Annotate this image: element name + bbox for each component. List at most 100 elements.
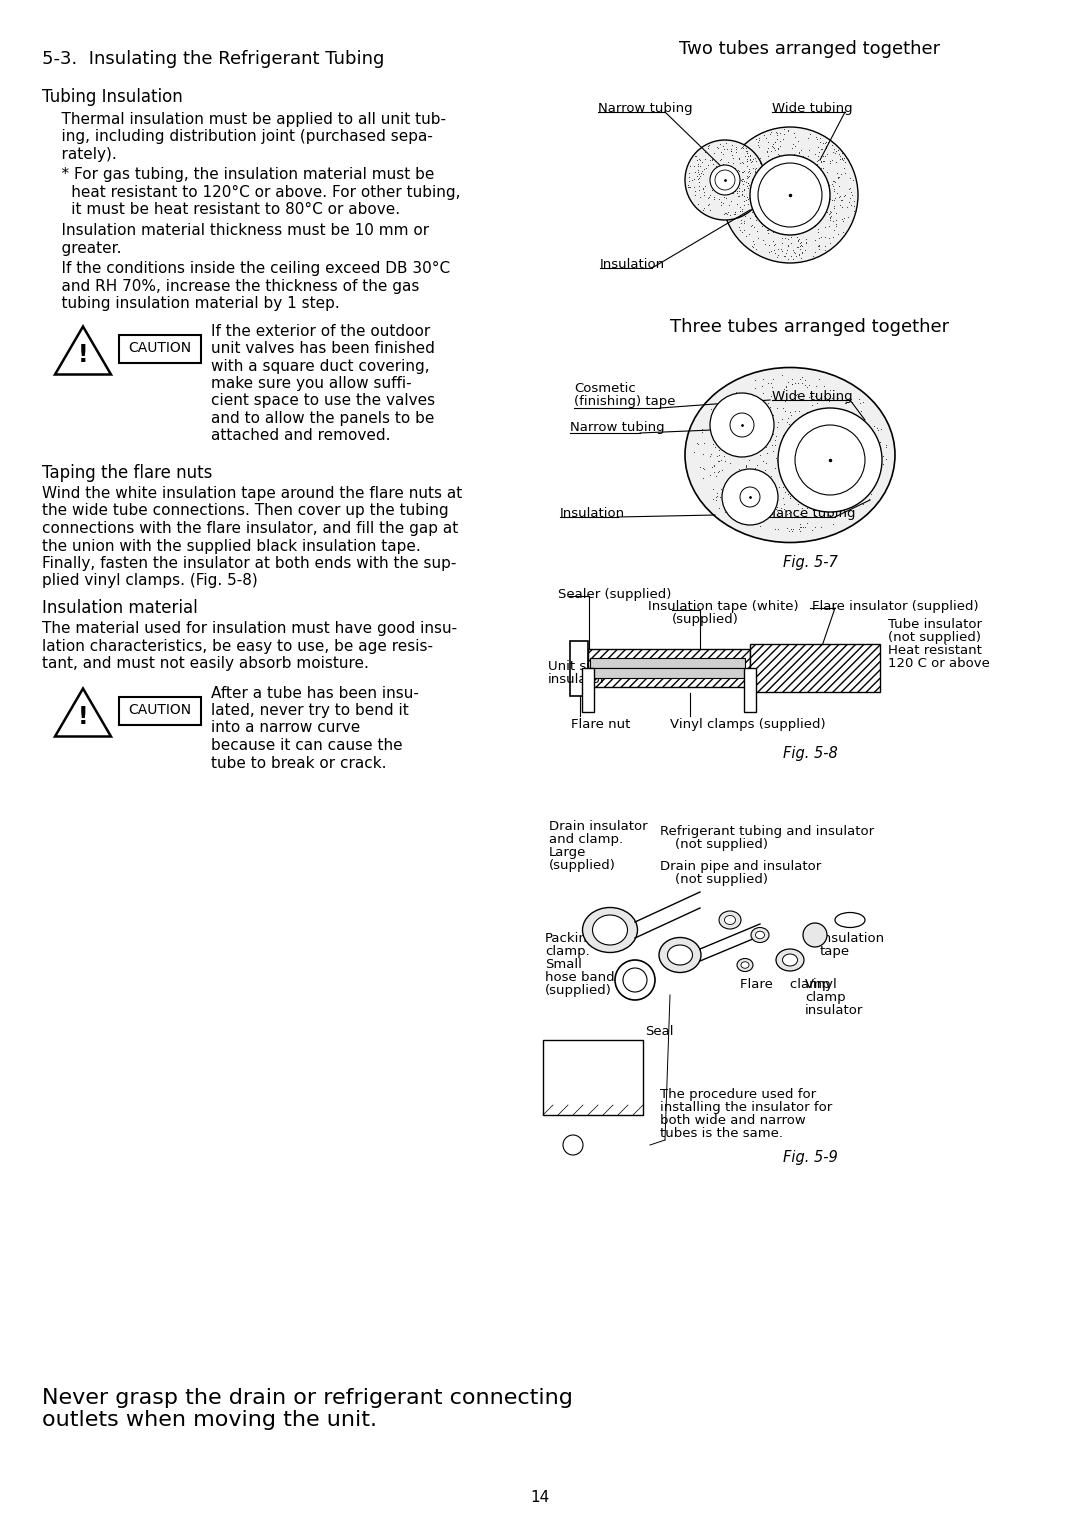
- Text: installing the insulator for: installing the insulator for: [660, 1102, 833, 1114]
- Text: After a tube has been insu-: After a tube has been insu-: [211, 686, 419, 700]
- Text: and clamp.: and clamp.: [549, 833, 623, 847]
- Bar: [582, 668, 594, 712]
- Text: unit valves has been finished: unit valves has been finished: [211, 341, 435, 356]
- Text: If the conditions inside the ceiling exceed DB 30°C: If the conditions inside the ceiling exc…: [42, 261, 450, 277]
- Text: The procedure used for: The procedure used for: [660, 1088, 816, 1102]
- Text: connections with the flare insulator, and fill the gap at: connections with the flare insulator, an…: [42, 521, 458, 536]
- Text: Packing: Packing: [545, 932, 596, 944]
- Text: (not supplied): (not supplied): [888, 631, 981, 643]
- Circle shape: [710, 165, 740, 196]
- Text: outlets when moving the unit.: outlets when moving the unit.: [42, 1410, 377, 1430]
- Text: CAUTION: CAUTION: [129, 703, 191, 718]
- Bar: [590, 659, 745, 668]
- Text: clamp.: clamp.: [545, 944, 590, 958]
- Text: 5-3.  Insulating the Refrigerant Tubing: 5-3. Insulating the Refrigerant Tubing: [42, 50, 384, 69]
- Text: Drain pipe and insulator: Drain pipe and insulator: [660, 860, 821, 872]
- Text: (not supplied): (not supplied): [675, 872, 768, 886]
- Text: hose band: hose band: [545, 970, 615, 984]
- Text: tant, and must not easily absorb moisture.: tant, and must not easily absorb moistur…: [42, 656, 369, 671]
- Text: 14: 14: [530, 1490, 550, 1505]
- Text: rately).: rately).: [42, 147, 117, 162]
- Text: Small: Small: [545, 958, 582, 970]
- Text: Narrow tubing: Narrow tubing: [570, 422, 664, 434]
- Text: Finally, fasten the insulator at both ends with the sup-: Finally, fasten the insulator at both en…: [42, 556, 457, 571]
- Text: Large: Large: [549, 847, 586, 859]
- Ellipse shape: [835, 912, 865, 927]
- Circle shape: [710, 393, 774, 457]
- Text: The material used for insulation must have good insu-: The material used for insulation must ha…: [42, 620, 457, 636]
- Text: Flare nut: Flare nut: [571, 718, 631, 730]
- Text: Wind the white insulation tape around the flare nuts at: Wind the white insulation tape around th…: [42, 486, 462, 501]
- Text: with a square duct covering,: with a square duct covering,: [211, 359, 430, 373]
- Ellipse shape: [582, 908, 637, 952]
- Text: the wide tube connections. Then cover up the tubing: the wide tube connections. Then cover up…: [42, 504, 448, 518]
- Text: Seal: Seal: [645, 1025, 674, 1038]
- Text: (not supplied): (not supplied): [675, 837, 768, 851]
- Text: Refrigerant tubing and insulator: Refrigerant tubing and insulator: [660, 825, 874, 837]
- Bar: [588, 649, 750, 688]
- Ellipse shape: [741, 961, 750, 969]
- Text: Insulation: Insulation: [600, 258, 665, 270]
- Text: * For gas tubing, the insulation material must be: * For gas tubing, the insulation materia…: [42, 168, 434, 182]
- Text: cient space to use the valves: cient space to use the valves: [211, 394, 435, 408]
- Text: Sealer (supplied): Sealer (supplied): [558, 588, 672, 601]
- Text: because it can cause the: because it can cause the: [211, 738, 403, 753]
- Ellipse shape: [756, 931, 765, 938]
- Text: ing, including distribution joint (purchased sepa-: ing, including distribution joint (purch…: [42, 130, 433, 145]
- Text: Flare insulator (supplied): Flare insulator (supplied): [812, 601, 978, 613]
- Ellipse shape: [737, 958, 753, 972]
- Text: and RH 70%, increase the thickness of the gas: and RH 70%, increase the thickness of th…: [42, 278, 419, 293]
- Circle shape: [715, 170, 735, 189]
- FancyBboxPatch shape: [119, 335, 201, 362]
- Text: Tubing Insulation: Tubing Insulation: [42, 89, 183, 105]
- Circle shape: [740, 487, 760, 507]
- Text: !: !: [78, 342, 89, 367]
- Text: Two tubes arranged together: Two tubes arranged together: [679, 40, 941, 58]
- Bar: [590, 668, 745, 678]
- Ellipse shape: [725, 915, 735, 924]
- Bar: [750, 643, 880, 692]
- Circle shape: [778, 408, 882, 512]
- Bar: [543, 1041, 643, 1115]
- Text: it must be heat resistant to 80°C or above.: it must be heat resistant to 80°C or abo…: [42, 203, 400, 217]
- Text: Insulation material: Insulation material: [42, 599, 198, 617]
- Ellipse shape: [667, 944, 692, 966]
- Text: into a narrow curve: into a narrow curve: [211, 721, 361, 735]
- Bar: [570, 640, 588, 695]
- Text: (finishing) tape: (finishing) tape: [573, 396, 675, 408]
- Text: Heat resistant: Heat resistant: [888, 643, 982, 657]
- Text: (supplied): (supplied): [672, 613, 739, 626]
- Text: Wide tubing: Wide tubing: [772, 102, 852, 115]
- Text: Insulation material thickness must be 10 mm or: Insulation material thickness must be 10…: [42, 223, 429, 238]
- Text: Insulation tape (white): Insulation tape (white): [648, 601, 798, 613]
- Text: Wide tubing: Wide tubing: [772, 390, 852, 403]
- Circle shape: [795, 425, 865, 495]
- Text: Cosmetic: Cosmetic: [573, 382, 636, 396]
- Text: 120 C or above: 120 C or above: [888, 657, 990, 669]
- Text: make sure you allow suffi-: make sure you allow suffi-: [211, 376, 411, 391]
- Text: Unit side: Unit side: [548, 660, 607, 672]
- Bar: [744, 668, 756, 712]
- Text: Never grasp the drain or refrigerant connecting: Never grasp the drain or refrigerant con…: [42, 1387, 572, 1407]
- Ellipse shape: [659, 938, 701, 972]
- Ellipse shape: [777, 949, 804, 970]
- Text: both wide and narrow: both wide and narrow: [660, 1114, 806, 1128]
- Text: insulator: insulator: [805, 1004, 863, 1018]
- Text: Tube insulator: Tube insulator: [888, 617, 982, 631]
- Text: tube to break or crack.: tube to break or crack.: [211, 755, 387, 770]
- Text: Drain insulator: Drain insulator: [549, 821, 648, 833]
- Text: the union with the supplied black insulation tape.: the union with the supplied black insula…: [42, 538, 421, 553]
- Ellipse shape: [719, 911, 741, 929]
- Text: If the exterior of the outdoor: If the exterior of the outdoor: [211, 324, 430, 339]
- Ellipse shape: [751, 927, 769, 943]
- Text: attached and removed.: attached and removed.: [211, 428, 391, 443]
- Text: Narrow tubing: Narrow tubing: [598, 102, 692, 115]
- Text: Three tubes arranged together: Three tubes arranged together: [671, 318, 949, 336]
- FancyBboxPatch shape: [119, 697, 201, 724]
- Text: Taping the flare nuts: Taping the flare nuts: [42, 465, 213, 481]
- Text: and to allow the panels to be: and to allow the panels to be: [211, 411, 434, 426]
- Text: lated, never try to bend it: lated, never try to bend it: [211, 703, 408, 718]
- Text: heat resistant to 120°C or above. For other tubing,: heat resistant to 120°C or above. For ot…: [42, 185, 460, 200]
- Text: Fig. 5-8: Fig. 5-8: [783, 746, 837, 761]
- Circle shape: [804, 923, 827, 947]
